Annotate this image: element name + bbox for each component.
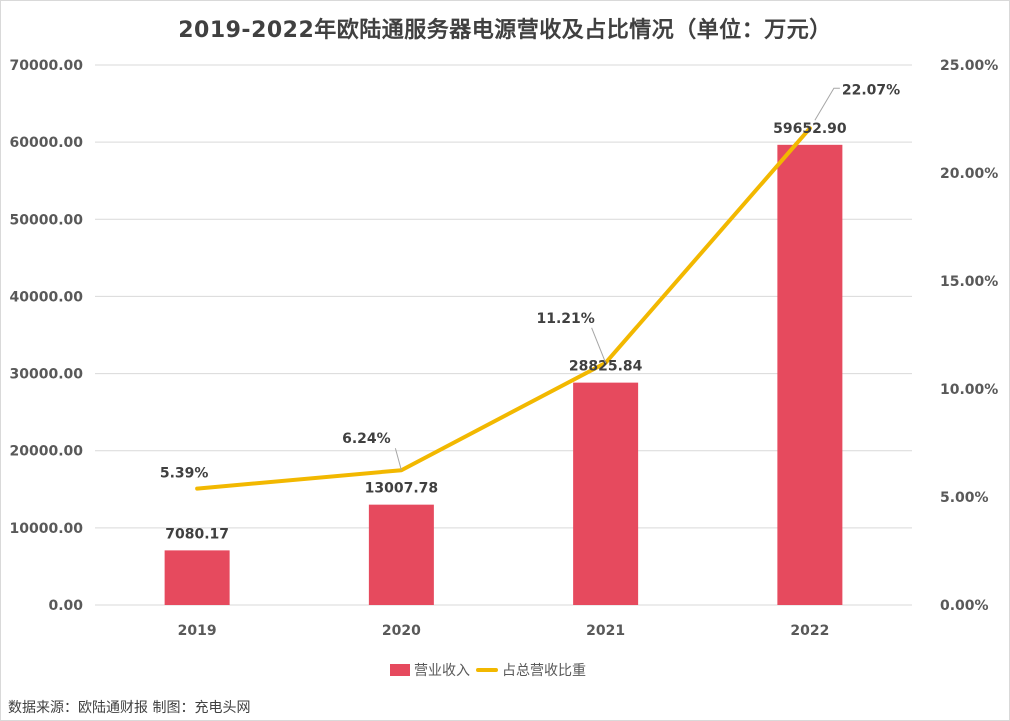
left-axis-tick-label: 70000.00 bbox=[9, 58, 83, 74]
left-axis-tick-label: 0.00 bbox=[48, 598, 83, 614]
bar-2021 bbox=[573, 382, 639, 605]
legend: 营业收入 占总营收比重 bbox=[390, 660, 586, 680]
source-note: 数据来源：欧陆通财报 制图：充电头网 bbox=[8, 700, 251, 716]
leader-line bbox=[814, 87, 840, 121]
bar-2022 bbox=[777, 144, 843, 605]
line-data-label: 11.21% bbox=[536, 311, 594, 327]
chart-title: 2019-2022年欧陆通服务器电源营收及占比情况（单位：万元） bbox=[178, 18, 832, 43]
right-axis-tick-label: 0.00% bbox=[940, 598, 989, 614]
legend-bar-swatch bbox=[390, 664, 410, 676]
legend-bar-label: 营业收入 bbox=[414, 663, 470, 679]
bar-data-label: 7080.17 bbox=[165, 526, 229, 542]
right-axis-tick-label: 25.00% bbox=[940, 58, 998, 74]
left-axis-tick-label: 20000.00 bbox=[9, 444, 83, 460]
bar-data-label: 28825.84 bbox=[569, 359, 643, 375]
line-data-label: 22.07% bbox=[842, 82, 900, 98]
right-axis-tick-label: 15.00% bbox=[940, 274, 998, 290]
x-axis-tick-label: 2022 bbox=[790, 623, 829, 639]
line-data-label: 6.24% bbox=[342, 431, 391, 447]
right-axis-tick-label: 20.00% bbox=[940, 166, 998, 182]
bar-2019 bbox=[164, 550, 230, 605]
left-axis-tick-label: 40000.00 bbox=[9, 289, 83, 305]
x-axis-tick-label: 2021 bbox=[586, 623, 625, 639]
left-axis-tick-label: 50000.00 bbox=[9, 212, 83, 228]
legend-line-label: 占总营收比重 bbox=[502, 663, 586, 679]
line-series bbox=[195, 126, 812, 491]
line-data-label: 5.39% bbox=[160, 466, 209, 482]
right-axis-tick-label: 5.00% bbox=[940, 490, 989, 506]
leader-line bbox=[394, 448, 402, 471]
legend-line-swatch bbox=[476, 668, 498, 672]
right-axis-tick-label: 10.00% bbox=[940, 382, 998, 398]
x-axis-tick-label: 2019 bbox=[178, 623, 217, 639]
left-axis-tick-label: 60000.00 bbox=[9, 135, 83, 151]
bar-2020 bbox=[368, 504, 434, 605]
left-axis-tick-label: 30000.00 bbox=[9, 367, 83, 383]
leader-line bbox=[591, 327, 607, 364]
x-axis-tick-label: 2020 bbox=[382, 623, 421, 639]
bar-data-label: 59652.90 bbox=[773, 121, 847, 137]
bar-data-label: 13007.78 bbox=[365, 481, 439, 497]
left-axis-tick-label: 10000.00 bbox=[9, 521, 83, 537]
